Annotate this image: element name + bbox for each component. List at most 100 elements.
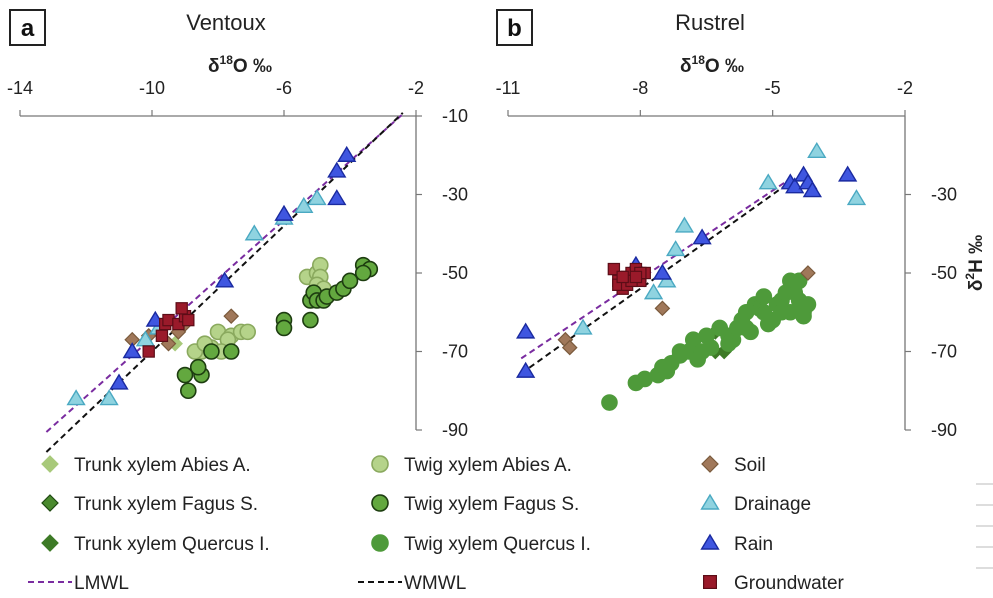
legend-twig-xylem-quercus-i-swatch xyxy=(371,534,389,552)
twig-xylem-quercus-i-point xyxy=(755,288,773,305)
rain-point xyxy=(122,342,142,359)
panel-ventoux: a Ventoux δ18O ‰ -14 -10 -6 -2 -10 -30 -50 -70 -90 xyxy=(7,9,468,453)
rain-point xyxy=(516,361,536,378)
drainage-point xyxy=(643,283,664,300)
legend-groundwater-label: Groundwater xyxy=(734,573,845,593)
rain-point xyxy=(337,145,357,162)
groundwater-point xyxy=(175,302,188,315)
twig-xylem-quercus-i-point xyxy=(671,347,689,364)
legend-drainage-swatch xyxy=(700,493,720,510)
legend-soil-swatch xyxy=(701,455,719,473)
twig-xylem-abies-a-point xyxy=(239,323,256,341)
rain-point xyxy=(109,373,129,390)
drainage-point xyxy=(657,271,677,288)
twig-xylem-fagus-s-point xyxy=(203,343,220,360)
x-tick-label: -6 xyxy=(276,78,292,98)
chart-title: Rustrel xyxy=(675,10,745,35)
rain-point xyxy=(692,228,712,245)
legend-twig-xylem-abies-a-swatch xyxy=(371,455,389,473)
lmwl-line xyxy=(520,177,791,360)
twig-xylem-fagus-s-point xyxy=(176,366,194,384)
drainage-point xyxy=(573,318,593,335)
y-axis-label: δ2H ‰ xyxy=(963,235,987,291)
drainage-point xyxy=(294,196,314,213)
drainage-point xyxy=(99,389,119,406)
drainage-point xyxy=(758,173,778,190)
y-tick-label: -30 xyxy=(931,185,957,205)
twig-xylem-fagus-s-point xyxy=(180,382,197,400)
x-tick-label: -8 xyxy=(632,78,648,98)
y-tick-label: -50 xyxy=(442,263,468,283)
drainage-point xyxy=(66,389,86,406)
groundwater-point xyxy=(616,270,629,284)
x-tick-label: -10 xyxy=(139,78,165,98)
x-tick-label: -2 xyxy=(408,78,424,98)
x-tick-label: -5 xyxy=(765,78,781,98)
groundwater-point xyxy=(155,329,169,343)
chart-title: Ventoux xyxy=(186,10,266,35)
y-tick-label: -50 xyxy=(931,263,957,283)
x-tick-label: -11 xyxy=(496,78,521,98)
twig-xylem-quercus-i-point xyxy=(693,343,711,360)
drainage-point xyxy=(244,224,264,241)
drainage-point xyxy=(307,189,327,206)
rain-point xyxy=(802,181,823,198)
twig-xylem-fagus-s-point xyxy=(341,272,359,290)
legend-trunk-xylem-fagus-s-label: Trunk xylem Fagus S. xyxy=(74,494,258,515)
twig-xylem-fagus-s-point xyxy=(302,311,319,329)
y-tick-label: -90 xyxy=(931,420,957,440)
twig-xylem-fagus-s-point xyxy=(189,358,207,376)
soil-point xyxy=(654,300,671,317)
twig-xylem-quercus-i-point xyxy=(601,394,618,411)
legend-lmwl-label: LMWL xyxy=(74,573,129,593)
legend-twig-xylem-fagus-s-swatch xyxy=(371,494,389,512)
twig-xylem-quercus-i-point xyxy=(737,319,755,337)
legend-twig-xylem-abies-a-label: Twig xylem Abies A. xyxy=(404,455,572,476)
y-tick-label: -90 xyxy=(442,420,468,440)
y-tick-label: -70 xyxy=(931,342,957,362)
legend-trunk-xylem-quercus-i-label: Trunk xylem Quercus I. xyxy=(74,534,270,555)
soil-point xyxy=(561,339,578,356)
panel-label-box xyxy=(9,9,46,46)
rain-point xyxy=(838,165,858,182)
panel-label: b xyxy=(507,15,522,42)
groundwater-point xyxy=(142,345,155,358)
panel-label: a xyxy=(21,15,35,42)
legend-wmwl-label: WMWL xyxy=(404,573,466,593)
legend-twig-xylem-quercus-i-label: Twig xylem Quercus I. xyxy=(404,534,591,555)
x-axis-label: δ18O ‰ xyxy=(208,53,272,77)
legend-trunk-xylem-quercus-i-swatch xyxy=(41,534,59,552)
panel-label-box xyxy=(496,9,533,46)
drainage-point xyxy=(665,240,686,257)
rain-point xyxy=(274,204,294,221)
groundwater-point xyxy=(182,313,195,327)
x-tick-label: -2 xyxy=(897,78,913,98)
rain-point xyxy=(214,271,235,288)
legend-soil-label: Soil xyxy=(734,455,766,476)
legend-trunk-xylem-abies-a-label: Trunk xylem Abies A. xyxy=(74,455,251,476)
y-tick-label: -10 xyxy=(442,106,468,126)
twig-xylem-quercus-i-point xyxy=(790,272,808,290)
drainage-point xyxy=(846,189,867,206)
rain-point xyxy=(516,322,536,339)
twig-xylem-fagus-s-point xyxy=(275,319,293,337)
twig-xylem-quercus-i-point xyxy=(773,303,790,321)
groundwater-point xyxy=(629,270,643,284)
rain-point xyxy=(652,263,673,280)
x-tick-label: -14 xyxy=(7,78,33,98)
panel-rustrel: b Rustrel δ18O ‰ -11 -8 -5 -2 -30 -50 -70 -90 δ2H ‰ xyxy=(496,9,987,440)
twig-xylem-quercus-i-point xyxy=(658,362,676,380)
drainage-point xyxy=(807,141,827,159)
legend-rain-swatch xyxy=(700,533,720,550)
legend-twig-xylem-fagus-s-label: Twig xylem Fagus S. xyxy=(404,494,579,515)
y-tick-label: -70 xyxy=(442,342,468,362)
twig-xylem-fagus-s-point xyxy=(354,264,372,282)
edge-marks xyxy=(976,483,993,569)
legend: Trunk xylem Abies A. Twig xylem Abies A. S… xyxy=(28,455,845,594)
soil-point xyxy=(800,265,816,281)
legend-trunk-xylem-fagus-s-swatch xyxy=(41,494,59,512)
twig-xylem-quercus-i-point xyxy=(799,296,817,313)
legend-groundwater-swatch xyxy=(702,574,717,589)
